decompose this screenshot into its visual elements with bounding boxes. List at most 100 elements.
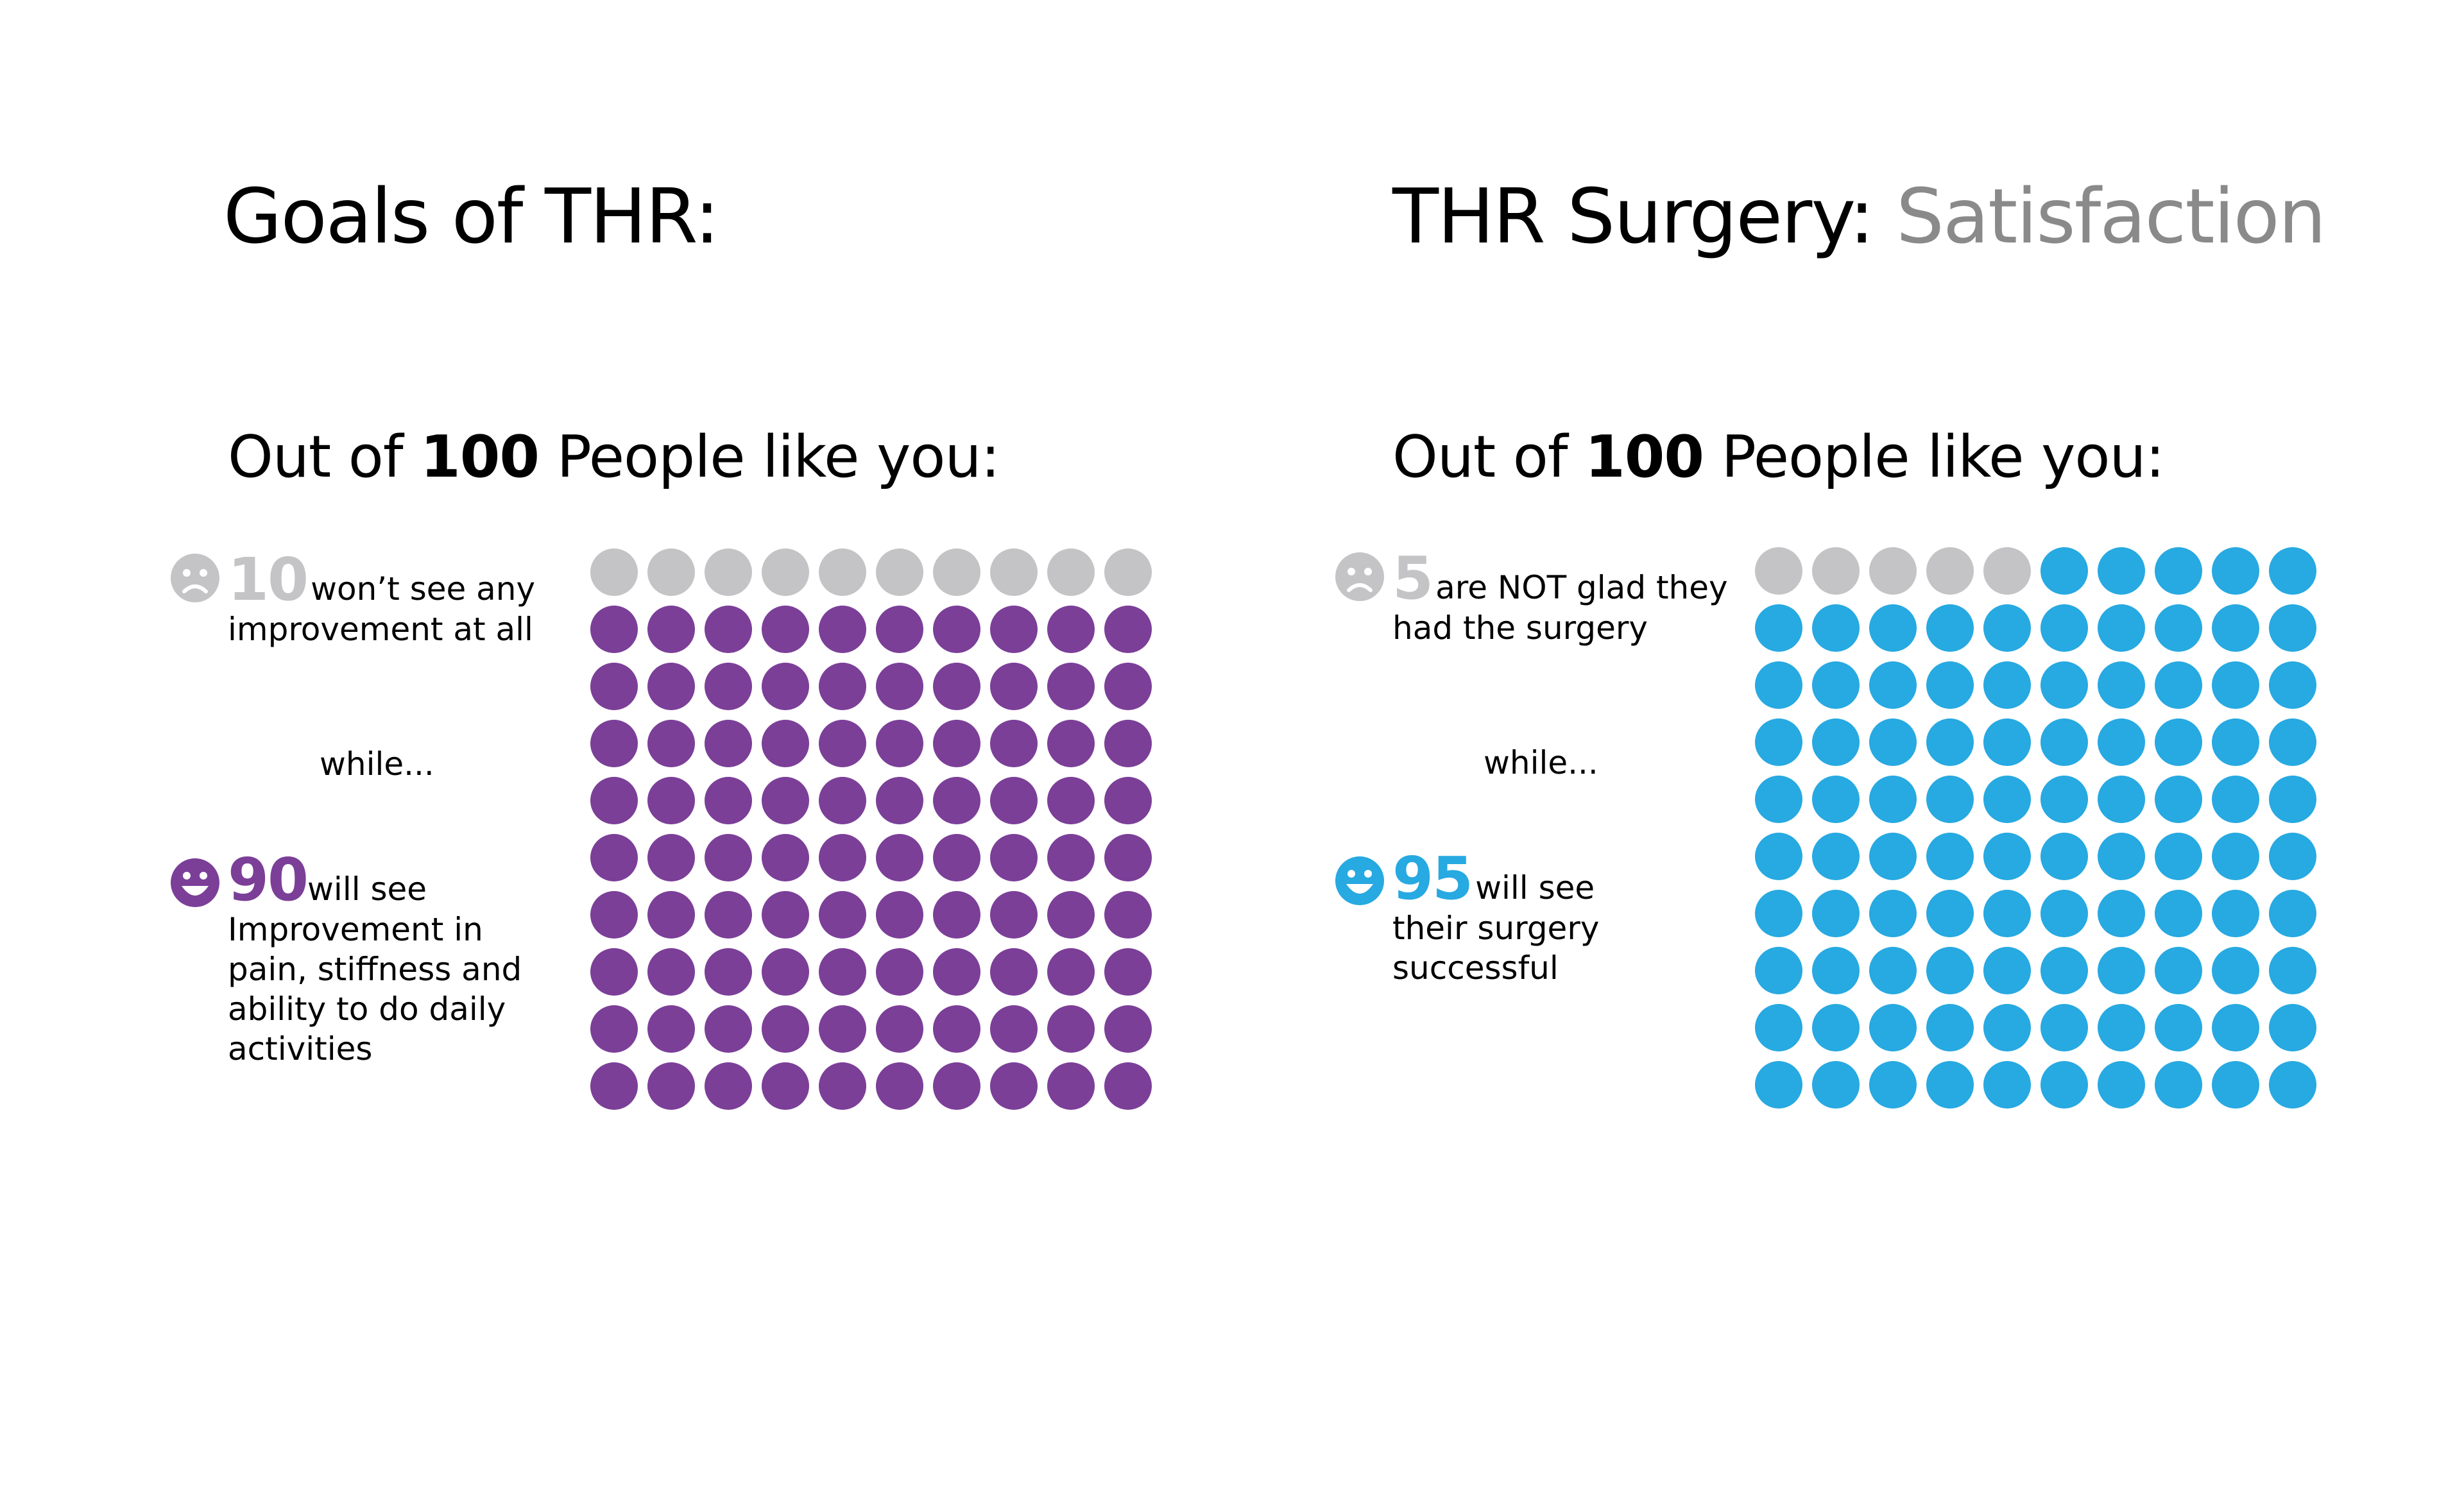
happy-face-icon — [1335, 856, 1385, 906]
waffle-dot — [705, 777, 752, 824]
waffle-dot — [990, 948, 1038, 996]
waffle-dot — [1926, 1061, 1974, 1109]
waffle-dot — [1104, 1005, 1152, 1053]
left-pos-text-3: pain, stiffness and — [228, 951, 522, 988]
waffle-dot — [1104, 548, 1152, 596]
waffle-dot — [1869, 890, 1917, 937]
right-pos-number: 95 — [1392, 844, 1473, 913]
waffle-dot — [2098, 547, 2145, 595]
right-neg-text-2: had the surgery — [1392, 609, 1648, 647]
waffle-dot — [990, 663, 1038, 710]
waffle-dot — [762, 891, 809, 939]
waffle-dot — [1983, 604, 2031, 652]
waffle-dot — [2269, 890, 2316, 937]
waffle-dot — [2041, 661, 2088, 709]
waffle-dot — [590, 1062, 638, 1110]
waffle-dot — [2098, 1061, 2145, 1109]
waffle-dot — [2212, 776, 2259, 823]
waffle-dot — [819, 777, 866, 824]
waffle-dot — [647, 1005, 695, 1053]
waffle-dot — [1812, 661, 1860, 709]
waffle-dot — [1869, 547, 1917, 595]
sad-face-icon — [170, 553, 220, 603]
waffle-dot — [762, 1062, 809, 1110]
waffle-dot — [762, 548, 809, 596]
right-subtitle-bold: 100 — [1585, 423, 1704, 491]
waffle-dot — [647, 948, 695, 996]
waffle-dot — [1104, 720, 1152, 767]
waffle-dot — [1926, 661, 1974, 709]
left-subtitle-bold: 100 — [420, 423, 540, 491]
waffle-dot — [1047, 1005, 1095, 1053]
waffle-dot — [2269, 661, 2316, 709]
waffle-dot — [819, 606, 866, 653]
waffle-dot — [705, 891, 752, 939]
waffle-dot — [1869, 661, 1917, 709]
waffle-dot — [1047, 1062, 1095, 1110]
right-waffle-svg — [1755, 547, 2316, 1109]
waffle-dot — [1755, 1061, 1802, 1109]
waffle-dot — [1047, 891, 1095, 939]
waffle-dot — [2155, 1061, 2202, 1109]
left-panel: Goals of THR: Out of 100 People like you… — [0, 0, 1219, 1496]
waffle-dot — [2041, 1004, 2088, 1051]
waffle-dot — [2098, 947, 2145, 994]
waffle-dot — [1047, 606, 1095, 653]
waffle-dot — [819, 1005, 866, 1053]
waffle-dot — [2155, 890, 2202, 937]
right-neg-text-1: are NOT glad they — [1435, 569, 1728, 606]
waffle-dot — [2212, 833, 2259, 880]
waffle-dot — [2269, 718, 2316, 766]
waffle-dot — [1755, 604, 1802, 652]
waffle-dot — [876, 777, 923, 824]
right-panel: THR Surgery: Satisfaction Out of 100 Peo… — [1165, 0, 2384, 1496]
waffle-dot — [933, 1005, 980, 1053]
waffle-dot — [819, 891, 866, 939]
waffle-dot — [933, 1062, 980, 1110]
waffle-dot — [705, 948, 752, 996]
waffle-dot — [990, 548, 1038, 596]
left-subtitle-pre: Out of — [228, 423, 421, 491]
waffle-dot — [1926, 718, 1974, 766]
waffle-dot — [1812, 547, 1860, 595]
waffle-dot — [1869, 604, 1917, 652]
waffle-dot — [1983, 547, 2031, 595]
waffle-dot — [1104, 834, 1152, 881]
waffle-dot — [1983, 1004, 2031, 1051]
waffle-dot — [2155, 776, 2202, 823]
waffle-dot — [1047, 948, 1095, 996]
waffle-dot — [1755, 547, 1802, 595]
waffle-dot — [2098, 833, 2145, 880]
waffle-dot — [1047, 777, 1095, 824]
waffle-dot — [1983, 661, 2031, 709]
waffle-dot — [1983, 776, 2031, 823]
waffle-dot — [2041, 776, 2088, 823]
left-neg-stat: 10 won’t see any — [228, 545, 535, 614]
waffle-dot — [647, 548, 695, 596]
right-neg-stat: 5 are NOT glad they — [1392, 544, 1728, 613]
right-subtitle: Out of 100 People like you: — [1392, 423, 2165, 491]
waffle-dot — [1869, 947, 1917, 994]
right-title-accent: Satisfaction — [1873, 172, 2327, 260]
waffle-dot — [590, 663, 638, 710]
waffle-dot — [933, 663, 980, 710]
waffle-dot — [2098, 1004, 2145, 1051]
waffle-dot — [2269, 1061, 2316, 1109]
waffle-dot — [762, 948, 809, 996]
waffle-dot — [647, 663, 695, 710]
waffle-dot — [2041, 547, 2088, 595]
waffle-dot — [990, 606, 1038, 653]
waffle-dot — [762, 1005, 809, 1053]
waffle-dot — [590, 834, 638, 881]
waffle-dot — [1755, 776, 1802, 823]
left-pos-text-4: ability to do daily — [228, 990, 506, 1028]
waffle-dot — [1755, 833, 1802, 880]
waffle-dot — [2155, 833, 2202, 880]
waffle-dot — [876, 1062, 923, 1110]
left-subtitle: Out of 100 People like you: — [228, 423, 1000, 491]
waffle-dot — [1812, 947, 1860, 994]
waffle-dot — [2212, 1004, 2259, 1051]
waffle-dot — [2041, 604, 2088, 652]
waffle-dot — [2212, 890, 2259, 937]
waffle-dot — [2098, 718, 2145, 766]
